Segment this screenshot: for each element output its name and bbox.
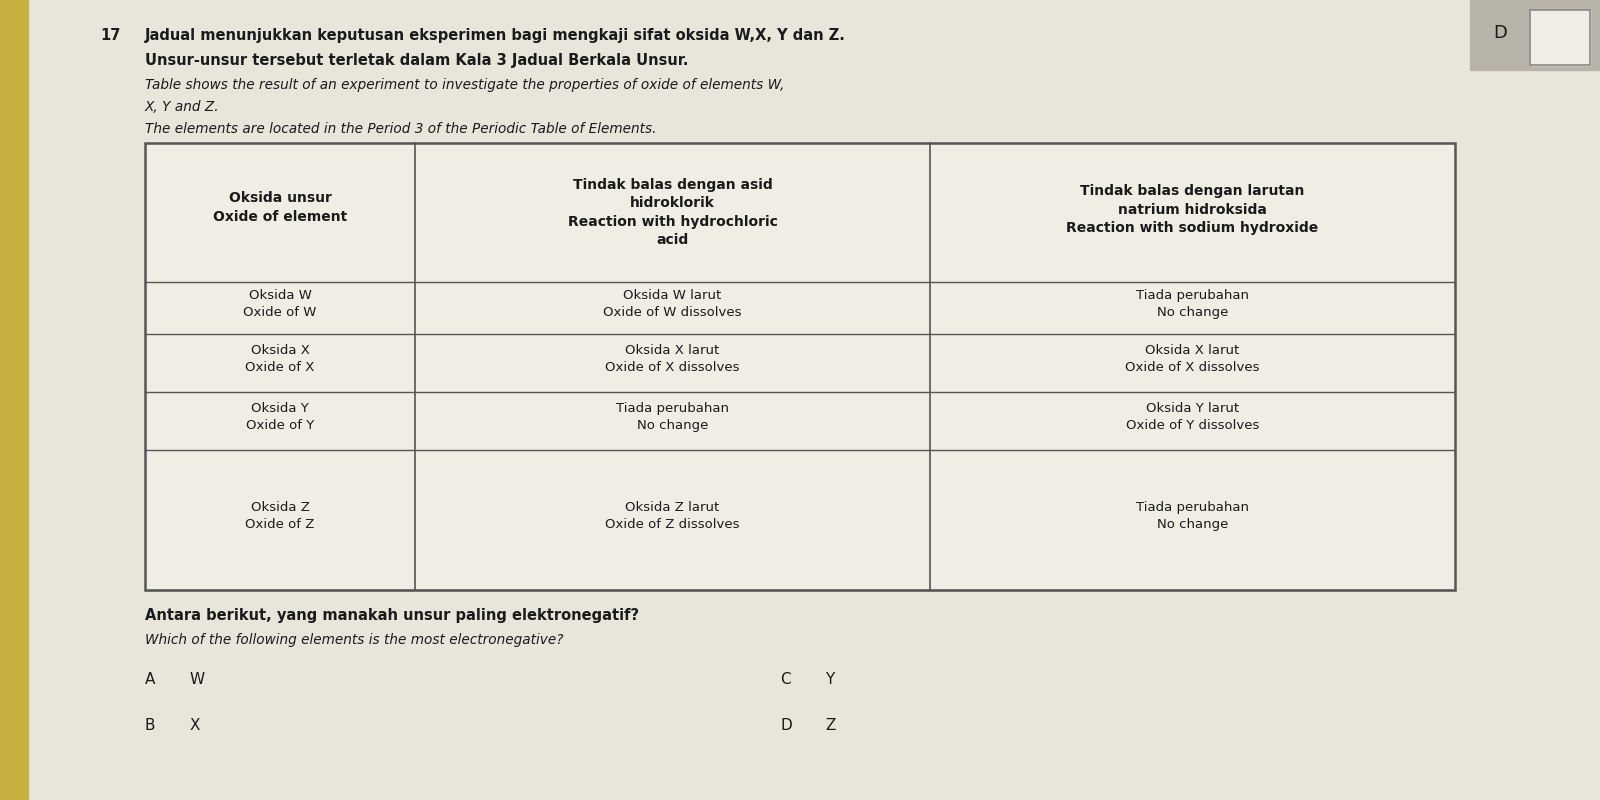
Text: Y: Y (826, 672, 834, 687)
Text: Oksida Y
Oxide of Y: Oksida Y Oxide of Y (246, 402, 314, 432)
Text: X, Y and Z.: X, Y and Z. (146, 100, 219, 114)
Bar (1530, 10, 1590, 65)
Bar (1530, 10, 1590, 65)
Text: Tindak balas dengan larutan
natrium hidroksida
Reaction with sodium hydroxide: Tindak balas dengan larutan natrium hidr… (1066, 184, 1318, 235)
Text: The elements are located in the Period 3 of the Periodic Table of Elements.: The elements are located in the Period 3… (146, 122, 656, 136)
Text: D: D (1493, 24, 1507, 42)
Text: D: D (781, 718, 792, 733)
Text: Jadual menunjukkan keputusan eksperimen bagi mengkaji sifat oksida W,X, Y dan Z.: Jadual menunjukkan keputusan eksperimen … (146, 28, 846, 43)
Text: Table shows the result of an experiment to investigate the properties of oxide o: Table shows the result of an experiment … (146, 78, 784, 92)
Text: Oksida W
Oxide of W: Oksida W Oxide of W (243, 289, 317, 319)
Text: B: B (146, 718, 155, 733)
Text: X: X (190, 718, 200, 733)
Text: A: A (146, 672, 155, 687)
Text: Tindak balas dengan asid
hidroklorik
Reaction with hydrochloric
acid: Tindak balas dengan asid hidroklorik Rea… (568, 178, 778, 247)
Text: Tiada perubahan
No change: Tiada perubahan No change (1136, 289, 1250, 319)
Text: Oksida X larut
Oxide of X dissolves: Oksida X larut Oxide of X dissolves (605, 344, 739, 374)
Text: Which of the following elements is the most electronegative?: Which of the following elements is the m… (146, 633, 563, 647)
Text: Tiada perubahan
No change: Tiada perubahan No change (1136, 501, 1250, 531)
Text: Oksida Z larut
Oxide of Z dissolves: Oksida Z larut Oxide of Z dissolves (605, 501, 739, 531)
Bar (0, 0, 29, 800)
Text: Oksida X
Oxide of X: Oksida X Oxide of X (245, 344, 315, 374)
Text: W: W (190, 672, 205, 687)
Text: Oksida Y larut
Oxide of Y dissolves: Oksida Y larut Oxide of Y dissolves (1126, 402, 1259, 432)
Text: Oksida W larut
Oxide of W dissolves: Oksida W larut Oxide of W dissolves (603, 289, 742, 319)
Bar (146, 143, 1454, 590)
Text: Oksida X larut
Oxide of X dissolves: Oksida X larut Oxide of X dissolves (1125, 344, 1259, 374)
Bar (146, 143, 1454, 590)
Bar (1470, 0, 1600, 70)
Text: Oksida unsur
Oxide of element: Oksida unsur Oxide of element (213, 190, 347, 224)
Text: Antara berikut, yang manakah unsur paling elektronegatif?: Antara berikut, yang manakah unsur palin… (146, 608, 638, 623)
Text: C: C (781, 672, 790, 687)
Text: 17: 17 (99, 28, 120, 43)
Text: Unsur-unsur tersebut terletak dalam Kala 3 Jadual Berkala Unsur.: Unsur-unsur tersebut terletak dalam Kala… (146, 53, 688, 68)
Text: Z: Z (826, 718, 835, 733)
Text: Oksida Z
Oxide of Z: Oksida Z Oxide of Z (245, 501, 315, 531)
Text: Tiada perubahan
No change: Tiada perubahan No change (616, 402, 730, 432)
